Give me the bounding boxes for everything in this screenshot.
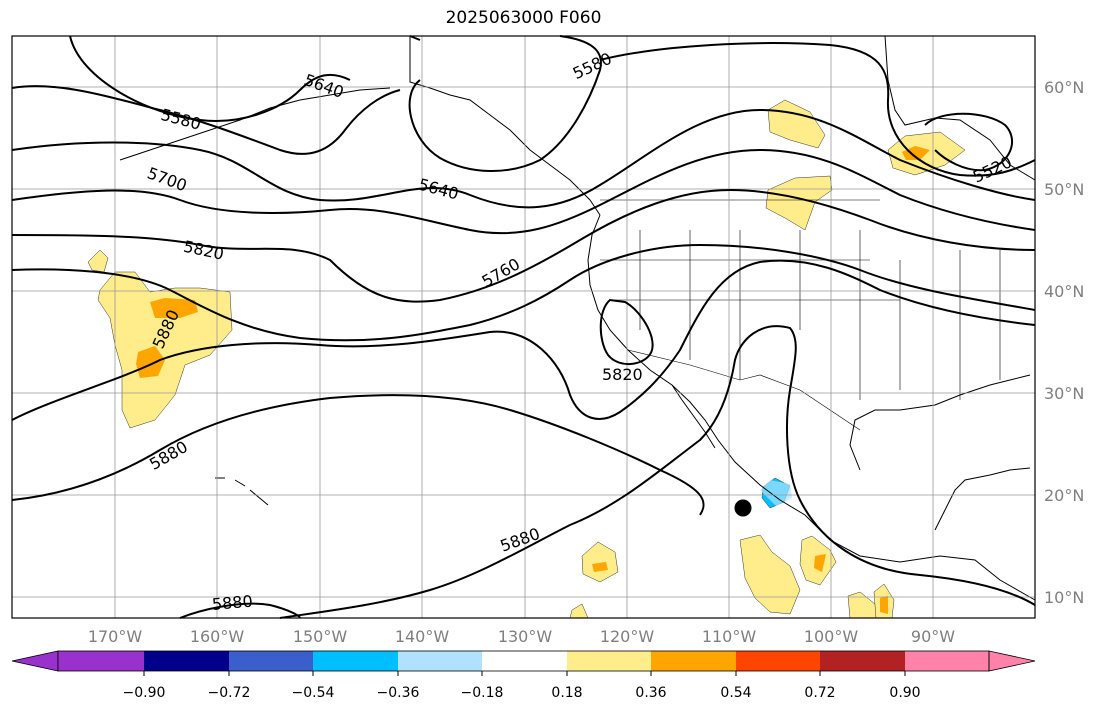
colorbar-tick-label: −0.72: [208, 685, 251, 701]
height-contours: [11, 35, 1036, 619]
shade-orange-pac5: [880, 596, 888, 614]
colorbar-tick-label: −0.54: [292, 685, 335, 701]
colorbar-tick-label: −0.18: [461, 685, 504, 701]
contour-5880-mid: [11, 394, 705, 516]
colorbar-segment: [736, 651, 820, 671]
colorbar-extend-right: [988, 650, 1036, 672]
contour-5760: [11, 188, 1036, 303]
lat-label: 40°N: [1044, 282, 1084, 301]
map-panel: 5520 5580 5580 5640 5640 5700 5760 5820 …: [11, 35, 1036, 619]
border-us-mexico: [627, 349, 861, 431]
shade-yellow-small-w: [87, 249, 109, 273]
lat-label: 50°N: [1044, 180, 1084, 199]
contour-label: 5880: [211, 591, 253, 613]
contour-5880-south: [279, 325, 1036, 619]
colorbar-segment: [905, 651, 989, 671]
colorbar-tick-label: 0.54: [720, 685, 751, 701]
lat-label: 60°N: [1044, 78, 1084, 97]
colorbar-tick-label: 0.72: [804, 685, 835, 701]
lon-label: 130°W: [498, 627, 553, 646]
shade-orange-w1: [150, 298, 198, 318]
contour-5580-east: [599, 42, 1036, 177]
shade-orange-pac1: [592, 562, 608, 572]
lon-label: 110°W: [702, 627, 757, 646]
shade-yellow-pac2: [739, 534, 801, 615]
shade-orange-pac3: [814, 554, 826, 572]
graticule: [12, 36, 1035, 618]
lon-label: 170°W: [88, 627, 143, 646]
coast-baja: [671, 384, 716, 449]
coast-yucatan: [934, 467, 1031, 531]
colorbar-segment: [313, 651, 398, 671]
colorbar-segment: [820, 651, 905, 671]
contour-5520: [924, 112, 1014, 172]
state-lines: [600, 230, 1001, 400]
contour-5880-west: [11, 259, 1036, 421]
shade-orange-w2: [136, 346, 165, 378]
colorbar: −0.90 −0.72 −0.54 −0.36 −0.18 0.18 0.36 …: [11, 650, 1036, 701]
contour-5640-main: [11, 108, 1036, 209]
colorbar-tick-label: 0.36: [635, 685, 666, 701]
lon-label: 90°W: [911, 627, 955, 646]
lat-label: 20°N: [1044, 486, 1084, 505]
latitude-labels: 60°N 50°N 40°N 30°N 20°N 10°N: [1044, 78, 1084, 607]
colorbar-segment: [482, 651, 567, 671]
colorbar-tick-label: 0.18: [551, 685, 582, 701]
colorbar-tick-label: 0.90: [889, 685, 920, 701]
contour-5640-ak: [11, 85, 401, 155]
shade-yellow-pac1: [581, 541, 619, 583]
colorbar-extend-left: [11, 650, 59, 672]
coast-west-us: [587, 214, 1036, 601]
coast-gulf: [849, 374, 1031, 471]
contour-label: 5820: [602, 365, 643, 384]
colorbar-tick-label: −0.36: [377, 685, 420, 701]
shaded-fields: [87, 99, 966, 619]
contour-5700: [11, 148, 1036, 235]
colorbar-tick-label: −0.90: [123, 685, 166, 701]
lon-label: 140°W: [395, 627, 450, 646]
political-borders: [409, 36, 1001, 431]
lon-label: 100°W: [804, 627, 859, 646]
colorbar-segment: [144, 651, 229, 671]
lon-label: 120°W: [600, 627, 655, 646]
map-title: 2025063000 F060: [445, 8, 602, 28]
contour-5820-low: [599, 298, 654, 365]
longitude-labels: 170°W 160°W 150°W 140°W 130°W 120°W 110°…: [88, 627, 955, 646]
contour-5880-bottom: [179, 602, 301, 619]
colorbar-segment: [567, 651, 651, 671]
colorbar-segment: [229, 651, 313, 671]
lat-label: 30°N: [1044, 384, 1084, 403]
lon-label: 150°W: [293, 627, 348, 646]
lon-label: 160°W: [190, 627, 245, 646]
island-black: [734, 499, 752, 517]
colorbar-segment: [398, 651, 482, 671]
contour-5820: [11, 243, 1036, 342]
colorbar-segment: [651, 651, 736, 671]
shade-lightblue-mexico: [760, 480, 792, 506]
lat-label: 10°N: [1044, 588, 1084, 607]
contour-5580-ak: [69, 35, 351, 122]
map-border: [11, 35, 1036, 619]
shade-orange-hudson: [902, 146, 930, 160]
colorbar-segment-first: [58, 651, 144, 671]
